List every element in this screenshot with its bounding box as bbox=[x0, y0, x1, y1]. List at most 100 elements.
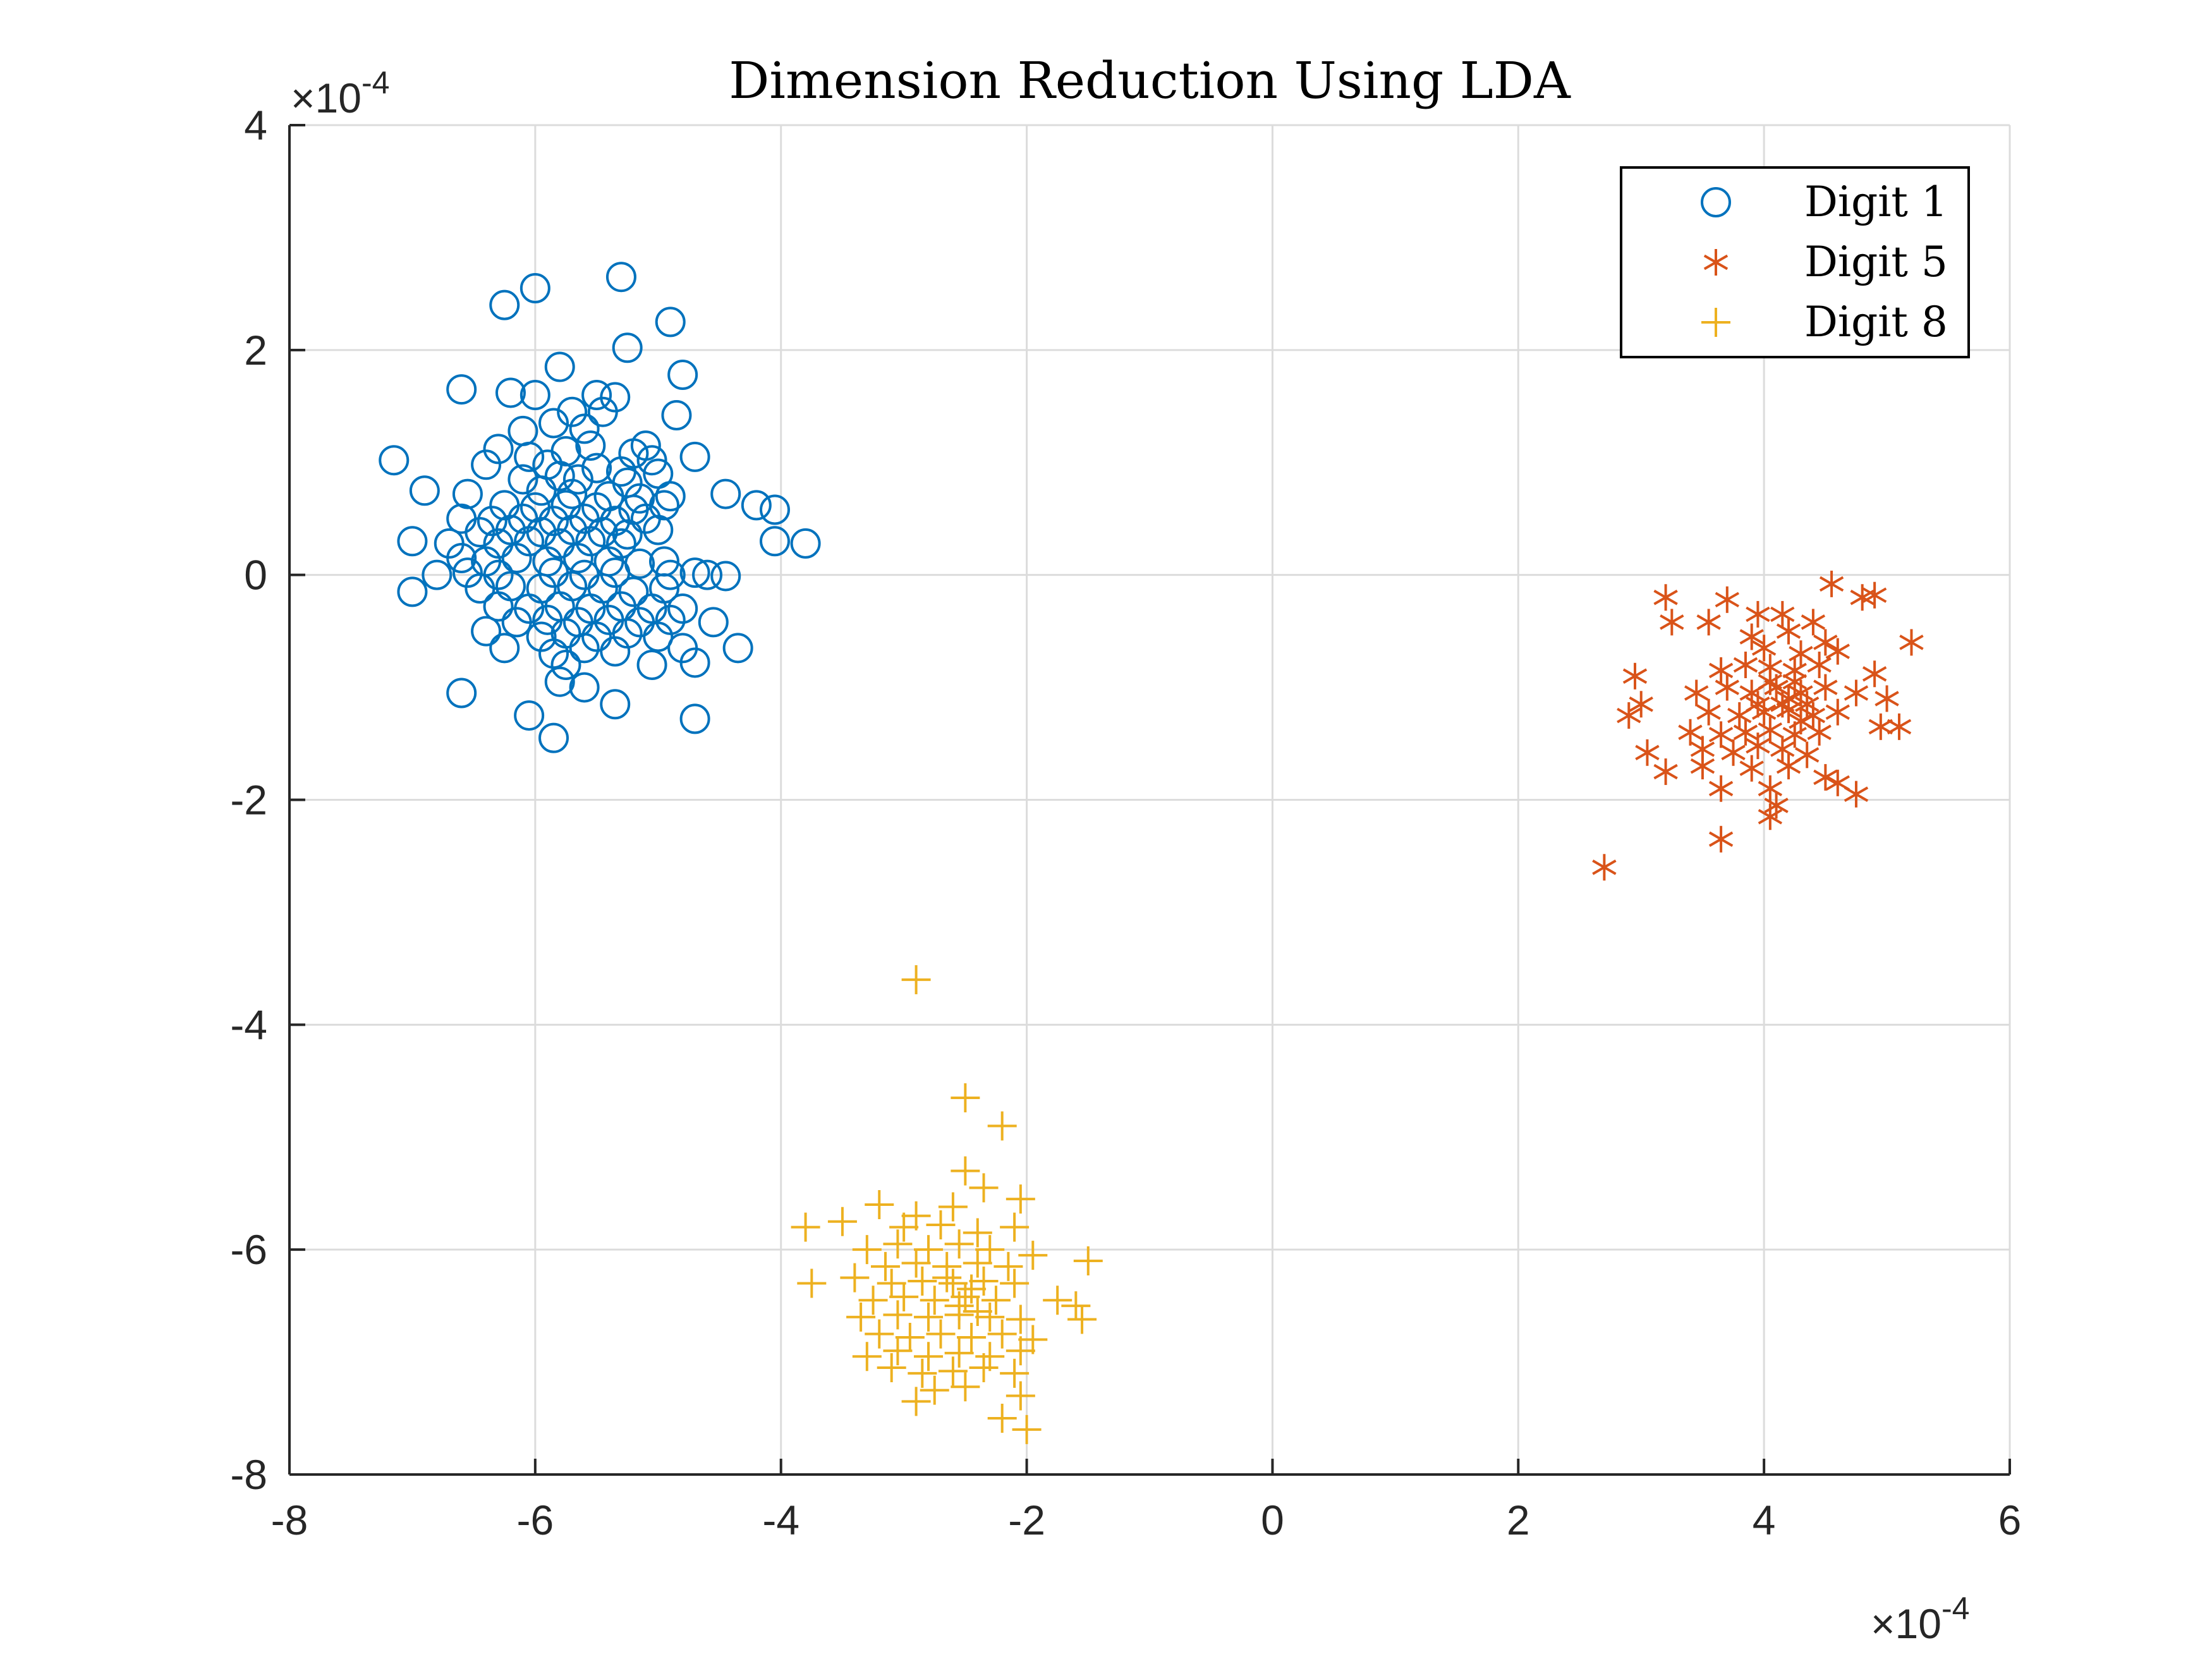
data-point bbox=[1653, 584, 1678, 611]
data-point bbox=[1715, 674, 1740, 701]
data-point bbox=[1758, 775, 1783, 802]
data-point bbox=[465, 573, 495, 604]
data-point bbox=[938, 1268, 968, 1298]
y-tick-label: -4 bbox=[230, 1001, 267, 1048]
data-point bbox=[1708, 657, 1734, 684]
data-point bbox=[581, 621, 612, 652]
data-point bbox=[446, 374, 477, 405]
marker-stroke bbox=[1708, 831, 1734, 848]
data-point bbox=[636, 445, 667, 476]
data-point bbox=[1844, 679, 1869, 707]
data-point bbox=[1758, 717, 1783, 744]
data-point bbox=[1684, 679, 1709, 707]
marker-stroke bbox=[1899, 635, 1924, 650]
marker-stroke bbox=[1770, 696, 1795, 712]
data-point bbox=[1733, 652, 1758, 678]
y-tick-label: -2 bbox=[230, 777, 267, 824]
data-point bbox=[1006, 1381, 1035, 1411]
data-point bbox=[1000, 1212, 1030, 1242]
data-point bbox=[1018, 1241, 1048, 1270]
data-point bbox=[514, 526, 545, 557]
data-point bbox=[1887, 713, 1912, 740]
data-point bbox=[679, 557, 710, 588]
marker-stroke bbox=[1819, 576, 1844, 592]
marker-stroke bbox=[1770, 606, 1795, 623]
data-point bbox=[514, 700, 545, 731]
data-point bbox=[575, 430, 606, 461]
data-point bbox=[797, 1268, 827, 1298]
data-point bbox=[581, 453, 612, 483]
data-point bbox=[1770, 691, 1795, 718]
data-point bbox=[1746, 733, 1770, 760]
marker-stroke bbox=[1739, 629, 1764, 645]
data-point bbox=[520, 380, 550, 410]
data-point bbox=[526, 621, 557, 652]
marker-stroke bbox=[1764, 679, 1789, 695]
data-point bbox=[1782, 668, 1807, 695]
data-point bbox=[630, 503, 661, 534]
data-point bbox=[1660, 609, 1684, 636]
data-point bbox=[538, 722, 569, 753]
data-point bbox=[575, 526, 606, 557]
data-point bbox=[1813, 629, 1838, 656]
data-point bbox=[587, 396, 618, 427]
marker-stroke bbox=[1825, 704, 1850, 720]
data-point bbox=[562, 464, 593, 495]
marker-stroke bbox=[1789, 713, 1813, 729]
data-point bbox=[914, 1302, 944, 1332]
marker-stroke bbox=[1887, 719, 1912, 735]
marker-stroke bbox=[1733, 657, 1758, 673]
data-point bbox=[827, 1207, 857, 1236]
marker-stroke bbox=[1653, 763, 1678, 780]
marker-stroke bbox=[1678, 724, 1703, 740]
data-point bbox=[643, 514, 674, 545]
data-point bbox=[544, 666, 575, 697]
data-point bbox=[538, 408, 569, 439]
data-point bbox=[1739, 755, 1764, 782]
legend-marker bbox=[1701, 187, 1731, 217]
data-point bbox=[1770, 600, 1795, 628]
marker-stroke bbox=[1696, 614, 1721, 630]
data-point bbox=[975, 1302, 1005, 1332]
y-tick-label: 2 bbox=[244, 327, 267, 374]
data-point bbox=[957, 1274, 987, 1304]
data-point bbox=[1696, 609, 1721, 636]
marker-stroke bbox=[1746, 696, 1770, 712]
data-point bbox=[612, 519, 643, 550]
data-point bbox=[477, 506, 507, 537]
x-tick-label: -8 bbox=[271, 1497, 308, 1543]
data-point bbox=[692, 559, 723, 590]
marker-stroke bbox=[1813, 679, 1838, 695]
data-point bbox=[987, 1111, 1017, 1141]
data-point bbox=[852, 1235, 882, 1265]
data-point bbox=[981, 1286, 1011, 1315]
chart-title: Dimension Reduction Using LDA bbox=[729, 51, 1571, 110]
data-point bbox=[951, 1372, 980, 1402]
marker-stroke bbox=[1653, 590, 1678, 605]
marker-stroke bbox=[1807, 724, 1832, 740]
data-point bbox=[489, 633, 520, 664]
axes bbox=[288, 124, 2011, 1476]
data-point bbox=[1825, 638, 1850, 665]
data-point bbox=[452, 557, 483, 588]
legend-marker bbox=[1701, 308, 1730, 337]
data-point bbox=[1758, 668, 1783, 695]
data-point bbox=[1073, 1246, 1103, 1275]
data-point bbox=[1006, 1304, 1035, 1334]
legend-box bbox=[1620, 166, 1970, 358]
data-point bbox=[1746, 600, 1770, 628]
marker-stroke bbox=[1751, 704, 1777, 720]
data-point bbox=[895, 1322, 925, 1352]
marker-stroke bbox=[1684, 685, 1709, 701]
x-tick-label: 2 bbox=[1507, 1497, 1530, 1543]
data-point bbox=[1875, 685, 1899, 712]
marker-stroke bbox=[1758, 674, 1783, 690]
data-point bbox=[877, 1268, 906, 1298]
data-point bbox=[858, 1286, 888, 1315]
marker-stroke bbox=[1746, 606, 1770, 623]
data-point bbox=[759, 494, 790, 525]
data-point bbox=[926, 1319, 956, 1349]
data-point bbox=[901, 965, 931, 995]
data-point bbox=[1592, 854, 1617, 881]
data-point bbox=[883, 1300, 913, 1330]
